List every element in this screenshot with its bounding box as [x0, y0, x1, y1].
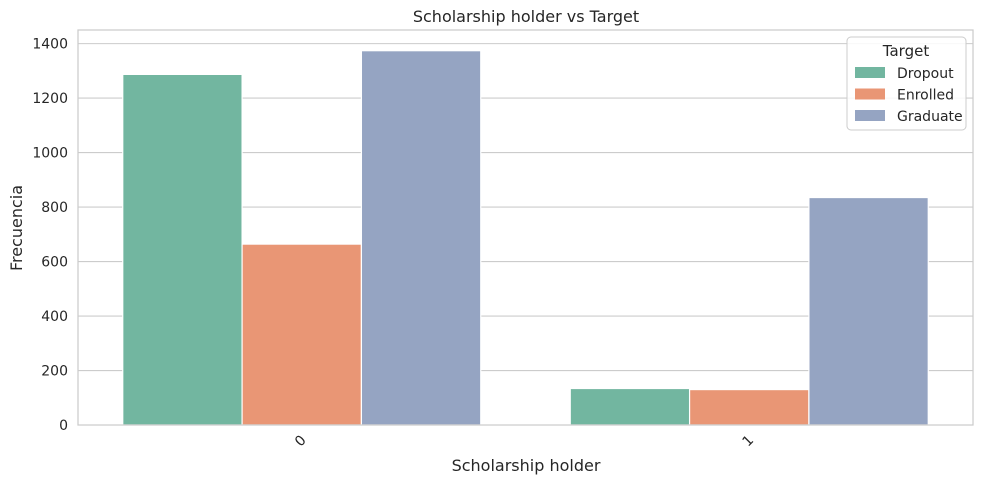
- y-tick-label: 200: [41, 364, 68, 380]
- legend: Target Dropout Enrolled Graduate: [846, 36, 967, 131]
- legend-label-graduate: Graduate: [897, 109, 963, 125]
- chart-title: Scholarship holder vs Target: [413, 7, 639, 26]
- bar-enrolled-1: [688, 388, 810, 426]
- y-tick-label: 1000: [32, 146, 68, 162]
- legend-items: Dropout Enrolled Graduate: [855, 66, 963, 125]
- y-tick-label: 1400: [32, 37, 68, 53]
- y-tick-label: 800: [41, 200, 68, 216]
- legend-title: Target: [882, 42, 930, 60]
- bars: [122, 50, 929, 426]
- x-tick-label: 1: [739, 433, 757, 451]
- y-tick-label: 1200: [32, 91, 68, 107]
- bar-dropout-1: [569, 387, 691, 426]
- legend-swatch-dropout: [855, 67, 885, 78]
- y-tick-label: 600: [41, 255, 68, 271]
- legend-box: [846, 36, 967, 131]
- legend-swatch-graduate: [855, 110, 885, 121]
- x-axis-label: Scholarship holder: [452, 456, 601, 475]
- bar-graduate-0: [360, 50, 482, 426]
- legend-label-dropout: Dropout: [897, 66, 954, 82]
- x-tick-label: 0: [292, 433, 310, 451]
- y-axis-label: Frecuencia: [7, 185, 26, 271]
- y-tick-label: 0: [59, 418, 68, 434]
- y-tick-labels: 0 200 400 600 800 1000 1200 1400: [32, 37, 68, 434]
- bar-dropout-0: [122, 73, 243, 426]
- legend-swatch-enrolled: [855, 88, 885, 100]
- bar-graduate-1: [808, 196, 929, 426]
- bar-enrolled-0: [241, 243, 363, 426]
- y-tick-label: 400: [41, 309, 68, 325]
- plot-frame: [77, 29, 974, 426]
- legend-label-enrolled: Enrolled: [897, 88, 954, 104]
